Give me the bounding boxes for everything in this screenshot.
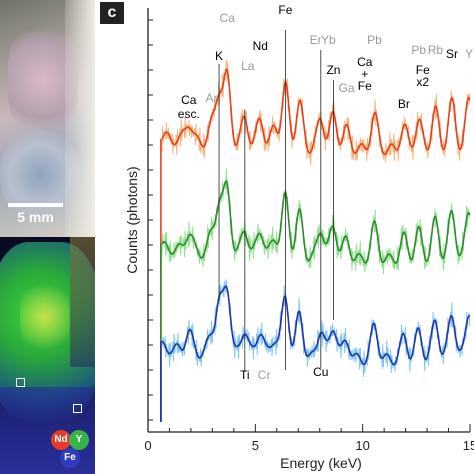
- element-label-ti: Ti: [240, 368, 250, 382]
- map-region: [20, 277, 70, 357]
- element-label-nd: Nd: [253, 39, 268, 53]
- element-label-pb: Pb: [411, 43, 426, 57]
- spectrum-raw-1: [161, 168, 471, 275]
- element-label-br: Br: [398, 97, 410, 111]
- roi-box-specimen: [16, 378, 25, 387]
- matrix-region: [65, 0, 95, 237]
- element-label-: +: [361, 67, 368, 81]
- element-label-zn: Zn: [326, 63, 340, 77]
- element-label-ca: Ca: [181, 93, 197, 107]
- element-label-esc: esc.: [178, 107, 200, 121]
- scale-bar: 5 mm: [8, 203, 63, 225]
- y-axis-title: Counts (photons): [124, 166, 140, 273]
- legend-nd-circle: Nd: [51, 430, 71, 450]
- element-label-rb: Rb: [428, 43, 444, 57]
- x-tick-label: 0: [144, 438, 151, 453]
- spectrum-smoothed-0: [161, 68, 471, 156]
- element-label-yb: Yb: [321, 33, 336, 47]
- spectrum-smoothed-1: [161, 180, 471, 265]
- element-label-er: Er: [310, 33, 322, 47]
- element-label-pb: Pb: [367, 33, 382, 47]
- element-label-ga: Ga: [339, 81, 355, 95]
- element-label-fe: Fe: [358, 79, 372, 93]
- x-axis-title: Energy (keV): [280, 455, 362, 471]
- element-label-cu: Cu: [313, 365, 328, 379]
- panel-letter: c: [100, 2, 124, 24]
- element-label-k: K: [215, 49, 223, 63]
- element-label-cr: Cr: [258, 368, 271, 382]
- element-label-fe: Fe: [278, 3, 292, 17]
- element-label-sr: Sr: [446, 47, 458, 61]
- scale-bar-label: 5 mm: [17, 209, 54, 225]
- element-label-la: La: [241, 59, 255, 73]
- element-label-ca: Ca: [357, 55, 373, 69]
- element-label-y: Y: [465, 47, 473, 61]
- element-label-ar: Ar: [206, 91, 218, 105]
- legend-y-circle: Y: [69, 430, 89, 450]
- specimen-photo: [0, 0, 95, 237]
- legend-fe-circle: Fe: [60, 448, 80, 468]
- element-label-ca: Ca: [220, 11, 236, 25]
- spectrum-raw-2: [161, 279, 471, 377]
- x-tick-label: 15: [463, 438, 474, 453]
- element-label-x2: x2: [416, 75, 429, 89]
- roi-box-matrix: [73, 404, 82, 413]
- x-tick-label: 10: [355, 438, 369, 453]
- x-tick-label: 5: [252, 438, 259, 453]
- map-region: [70, 237, 95, 367]
- element-label-fe: Fe: [416, 63, 430, 77]
- spectrum-smoothed-2: [161, 285, 471, 366]
- scale-bar-line: [8, 203, 63, 207]
